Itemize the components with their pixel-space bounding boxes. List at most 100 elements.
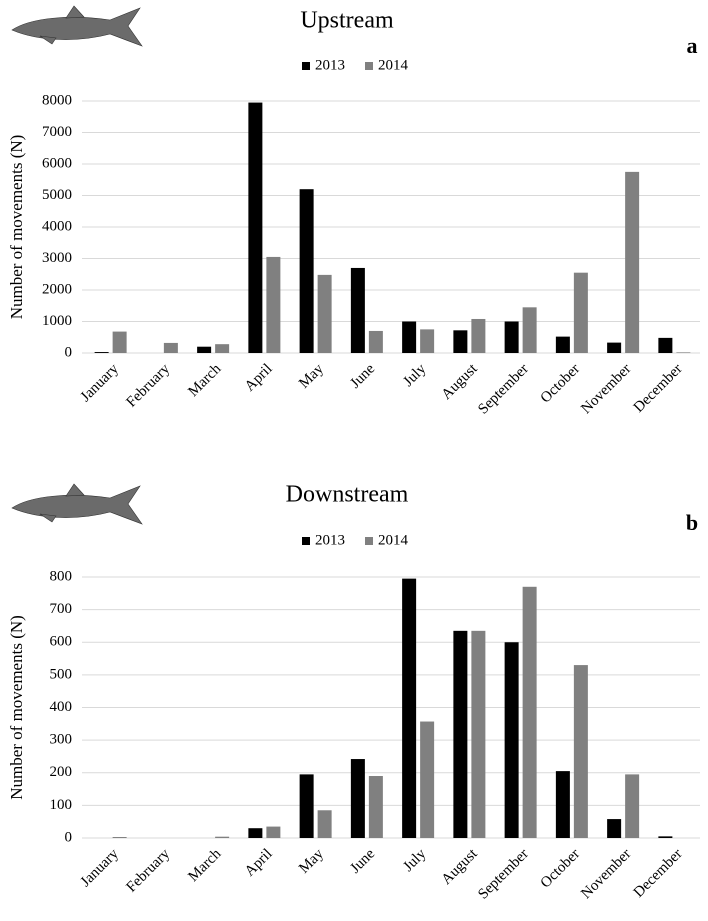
x-tick-label: February xyxy=(124,361,174,411)
fish-icon xyxy=(11,483,143,525)
legend-swatch xyxy=(365,537,373,545)
y-tick-label: 8000 xyxy=(42,92,72,108)
bar xyxy=(248,828,263,838)
y-tick-label: 100 xyxy=(50,797,73,813)
bar xyxy=(658,836,673,838)
x-tick-label: July xyxy=(400,846,429,875)
chart-title: Downstream xyxy=(286,482,409,508)
y-tick-label: 400 xyxy=(50,699,73,715)
chart-title: Upstream xyxy=(300,8,394,34)
x-tick-label: November xyxy=(578,846,634,902)
bar xyxy=(266,256,281,353)
y-axis-label: Number of movements (N) xyxy=(7,615,26,800)
bar xyxy=(368,330,383,353)
y-axis-label: Number of movements (N) xyxy=(7,135,26,320)
bar xyxy=(625,171,640,353)
y-tick-label: 5000 xyxy=(42,187,72,203)
bar xyxy=(453,630,468,838)
y-tick-label: 0 xyxy=(65,829,73,845)
y-tick-label: 1000 xyxy=(42,313,72,329)
bar xyxy=(402,321,417,353)
bar xyxy=(573,665,588,838)
bar xyxy=(420,329,435,353)
bar xyxy=(420,721,435,838)
bar xyxy=(471,630,486,838)
panel-label: b xyxy=(686,510,698,535)
y-tick-label: 7000 xyxy=(42,124,72,140)
bar xyxy=(504,642,519,838)
x-tick-label: October xyxy=(538,361,583,406)
x-tick-label: January xyxy=(78,846,123,891)
bar xyxy=(350,267,365,353)
y-tick-label: 4000 xyxy=(42,218,72,234)
legend-swatch xyxy=(302,537,310,545)
bar xyxy=(522,586,537,838)
x-tick-label: December xyxy=(631,846,686,901)
y-tick-label: 800 xyxy=(50,568,73,584)
legend-label: 2013 xyxy=(315,532,345,548)
bar xyxy=(402,578,417,838)
x-tick-label: March xyxy=(185,361,224,400)
x-tick-label: May xyxy=(296,361,327,392)
bar xyxy=(197,346,212,353)
legend-label: 2014 xyxy=(378,532,409,548)
bar xyxy=(504,321,519,353)
x-tick-label: June xyxy=(347,846,378,877)
x-tick-label: September xyxy=(475,361,532,418)
y-tick-label: 600 xyxy=(50,634,73,650)
bar xyxy=(248,102,263,353)
bar xyxy=(555,771,570,838)
legend-swatch xyxy=(302,62,310,70)
x-tick-label: April xyxy=(242,361,276,395)
legend-swatch xyxy=(365,62,373,70)
bar xyxy=(453,330,468,353)
bar xyxy=(215,344,230,353)
bar xyxy=(317,274,332,353)
bar xyxy=(573,272,588,353)
y-tick-label: 2000 xyxy=(42,281,72,297)
y-tick-label: 200 xyxy=(50,764,73,780)
bar xyxy=(658,337,673,353)
x-tick-label: July xyxy=(400,361,429,390)
bar xyxy=(163,342,178,353)
bar xyxy=(555,336,570,353)
bar xyxy=(368,776,383,838)
bar xyxy=(215,836,230,838)
panel-label: a xyxy=(687,33,698,58)
x-tick-label: September xyxy=(475,846,532,903)
x-tick-label: June xyxy=(347,361,378,392)
bar xyxy=(607,342,622,353)
bar xyxy=(94,352,109,353)
bar xyxy=(625,774,640,838)
bar xyxy=(317,810,332,838)
bar xyxy=(350,759,365,838)
bar xyxy=(266,826,281,838)
x-tick-label: November xyxy=(578,361,634,417)
y-tick-label: 700 xyxy=(50,601,73,617)
x-tick-label: May xyxy=(296,846,327,877)
x-tick-label: February xyxy=(124,846,174,896)
x-tick-label: August xyxy=(439,360,482,403)
legend-label: 2013 xyxy=(315,57,345,73)
y-tick-label: 6000 xyxy=(42,155,72,171)
x-tick-label: August xyxy=(439,845,482,888)
bar xyxy=(676,352,691,353)
bar xyxy=(299,774,314,838)
x-tick-label: March xyxy=(185,846,224,885)
bar xyxy=(112,837,127,838)
y-tick-label: 3000 xyxy=(42,250,72,266)
x-tick-label: December xyxy=(631,361,686,416)
x-tick-label: October xyxy=(538,846,583,891)
y-tick-label: 0 xyxy=(65,344,73,360)
bar xyxy=(471,318,486,353)
bar xyxy=(522,307,537,353)
y-tick-label: 300 xyxy=(50,732,73,748)
legend-label: 2014 xyxy=(378,57,409,73)
x-tick-label: April xyxy=(242,846,276,880)
bar xyxy=(607,819,622,838)
y-tick-label: 500 xyxy=(50,666,73,682)
bar xyxy=(112,331,127,353)
x-tick-label: January xyxy=(78,361,123,406)
bar xyxy=(299,189,314,353)
